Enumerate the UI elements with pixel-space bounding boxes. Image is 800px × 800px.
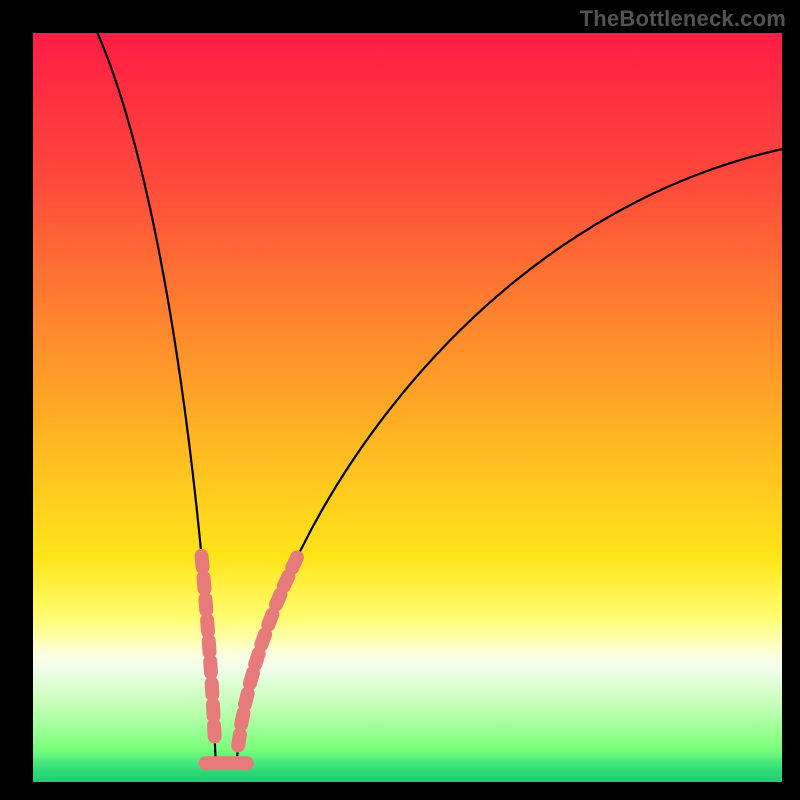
overlay-dot — [207, 620, 208, 631]
chart-plot-area — [33, 33, 782, 782]
overlay-dot — [255, 654, 258, 665]
overlay-dot — [241, 713, 243, 724]
overlay-dot — [202, 556, 203, 567]
overlay-dot — [261, 634, 265, 645]
overlay-dot — [205, 599, 206, 610]
watermark-text: TheBottleneck.com — [580, 6, 786, 32]
overlay-dot — [292, 558, 297, 568]
overlay-dot — [214, 725, 215, 736]
overlay-dot — [284, 576, 289, 586]
bottleneck-curve — [33, 33, 782, 782]
overlay-dot — [209, 641, 210, 652]
overlay-dot — [268, 614, 272, 624]
overlay-dot — [204, 578, 205, 589]
overlay-dot — [245, 693, 248, 704]
overlay-dot — [213, 705, 214, 716]
overlay-dot — [212, 683, 213, 694]
overlay-dot — [250, 673, 253, 684]
overlay-dot — [276, 594, 280, 604]
overlay-dot — [238, 734, 240, 745]
overlay-dot — [210, 661, 211, 672]
